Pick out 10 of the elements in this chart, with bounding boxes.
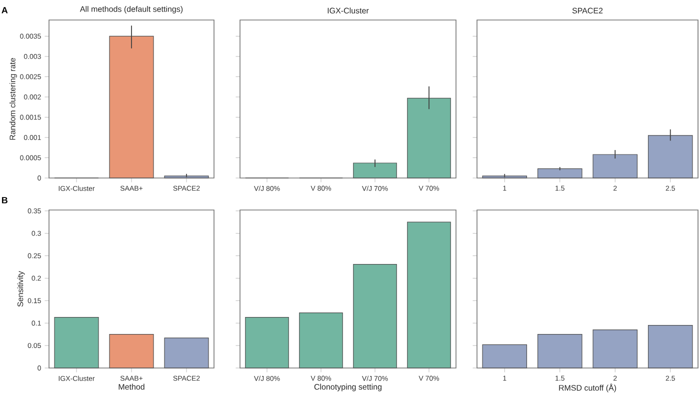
x-axis-title: Method	[118, 384, 144, 390]
x-axis-title: Clonotyping setting	[314, 384, 382, 392]
chart-title: SPACE2	[572, 8, 603, 14]
x-axis-title: RMSD cutoff (Å)	[559, 384, 616, 392]
chart-title: All methods (default settings)	[80, 6, 183, 14]
text: A	[2, 7, 8, 14]
text: B	[2, 197, 8, 204]
y-axis-title: Random clustering rate	[9, 58, 17, 140]
y-axis-title: Sensitivity	[17, 271, 25, 307]
chart-title: IGX-Cluster	[328, 8, 369, 14]
